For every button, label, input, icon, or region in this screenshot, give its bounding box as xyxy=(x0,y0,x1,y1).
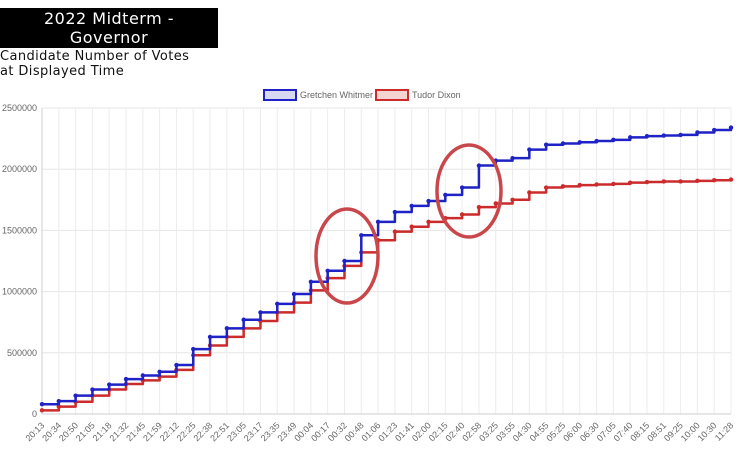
x-axis: 20:1320:3420:5021:0521:1821:3221:4521:59… xyxy=(23,420,735,443)
data-point xyxy=(560,141,566,146)
data-point xyxy=(644,179,650,185)
data-point xyxy=(594,138,599,144)
data-point xyxy=(695,130,700,135)
data-point xyxy=(375,219,381,225)
data-point xyxy=(392,229,398,234)
data-point xyxy=(325,268,330,273)
data-point xyxy=(90,387,95,392)
y-tick-label: 1000000 xyxy=(2,287,37,297)
data-point xyxy=(678,132,683,138)
y-tick-label: 1500000 xyxy=(2,225,37,235)
data-point xyxy=(39,408,45,413)
data-point xyxy=(560,184,566,189)
data-point xyxy=(711,178,717,183)
data-point xyxy=(728,177,734,182)
x-tick-label: 11:28 xyxy=(713,420,736,443)
data-point xyxy=(359,233,364,238)
series-group xyxy=(39,125,734,413)
data-point xyxy=(678,179,683,184)
data-point xyxy=(275,301,280,307)
data-point xyxy=(191,346,196,352)
data-point xyxy=(577,140,582,145)
data-point xyxy=(611,137,616,143)
data-point xyxy=(543,185,549,190)
data-point xyxy=(342,258,347,264)
data-point xyxy=(644,133,650,139)
data-point xyxy=(174,362,179,368)
data-point xyxy=(493,201,498,206)
data-point xyxy=(577,182,582,188)
data-point xyxy=(594,182,599,187)
data-point xyxy=(543,142,549,147)
highlight-circle-1 xyxy=(314,207,380,305)
data-point xyxy=(661,179,666,184)
y-tick-label: 500000 xyxy=(7,348,37,358)
data-point xyxy=(728,125,734,130)
data-point xyxy=(224,326,230,331)
data-point xyxy=(123,376,129,382)
data-point xyxy=(426,198,431,204)
x-tick-label: 10:30 xyxy=(696,420,719,443)
legend: Gretchen Whitmer Tudor Dixon xyxy=(263,89,461,101)
chart-subtitle-line1: Candidate Number of Votes xyxy=(0,49,190,64)
data-point xyxy=(527,147,532,152)
data-point xyxy=(627,135,633,140)
data-point xyxy=(510,197,515,202)
legend-label: Gretchen Whitmer xyxy=(300,90,373,100)
data-point xyxy=(258,310,263,315)
data-point xyxy=(392,209,398,215)
data-point xyxy=(207,334,213,340)
data-point xyxy=(157,369,162,374)
data-point xyxy=(476,204,482,210)
highlight-circle-2 xyxy=(435,143,503,239)
chart-title-line2: Governor xyxy=(69,28,149,47)
chart-title-box: 2022 Midterm - Governor xyxy=(0,8,218,48)
data-point xyxy=(140,373,146,378)
data-point xyxy=(611,181,616,187)
data-point xyxy=(661,133,666,138)
data-point xyxy=(711,127,717,133)
data-point xyxy=(695,178,700,184)
data-point xyxy=(459,212,465,217)
data-point xyxy=(73,393,78,398)
grid xyxy=(41,107,732,415)
data-point xyxy=(56,404,62,409)
data-point xyxy=(527,190,532,195)
data-point xyxy=(476,163,482,168)
data-point xyxy=(409,203,414,209)
data-point xyxy=(308,279,314,285)
data-point xyxy=(107,382,112,387)
series-gretchen-whitmer xyxy=(39,125,734,407)
data-point xyxy=(409,224,414,229)
data-point xyxy=(426,219,431,225)
data-point xyxy=(241,317,246,322)
chart-subtitle: Candidate Number of Votes at Displayed T… xyxy=(0,49,189,79)
y-tick-label: 2500000 xyxy=(2,103,37,113)
annotations xyxy=(314,143,503,305)
data-point xyxy=(459,185,465,190)
legend-item: Tudor Dixon xyxy=(375,89,461,101)
legend-swatch xyxy=(375,89,409,101)
legend-swatch xyxy=(263,89,297,101)
y-axis: 0 500000 1000000 1500000 2000000 2500000 xyxy=(2,103,37,419)
legend-label: Tudor Dixon xyxy=(412,90,461,100)
chart-subtitle-line2: at Displayed Time xyxy=(0,64,125,79)
legend-item: Gretchen Whitmer xyxy=(263,89,373,101)
data-point xyxy=(291,291,297,297)
data-point xyxy=(56,398,62,404)
chart-title-line1: 2022 Midterm - xyxy=(43,9,175,28)
data-point xyxy=(443,192,448,198)
line-chart: 0 500000 1000000 1500000 2000000 2500000 20:1… xyxy=(2,89,735,443)
data-point xyxy=(510,155,515,161)
y-tick-label: 0 xyxy=(32,409,37,419)
data-point xyxy=(627,180,633,185)
y-tick-label: 2000000 xyxy=(2,164,37,174)
data-point xyxy=(39,402,45,407)
